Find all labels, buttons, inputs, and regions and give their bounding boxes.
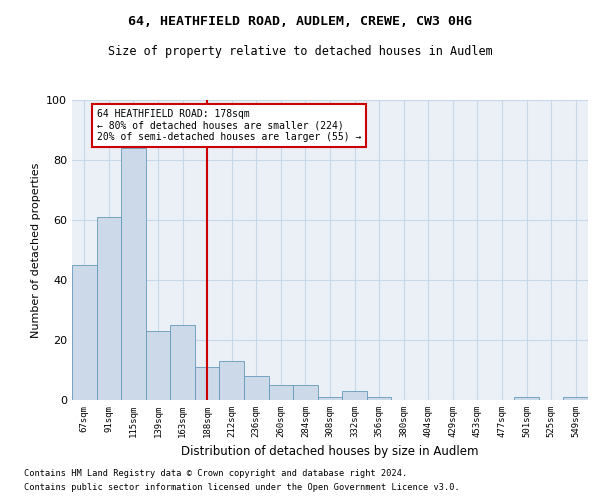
Bar [367, 397, 391, 400]
Bar [195, 367, 220, 400]
Bar [514, 397, 539, 400]
Text: 64, HEATHFIELD ROAD, AUDLEM, CREWE, CW3 0HG: 64, HEATHFIELD ROAD, AUDLEM, CREWE, CW3 … [128, 15, 472, 28]
Bar [563, 397, 588, 400]
Bar [220, 361, 244, 400]
Bar [97, 217, 121, 400]
Text: Contains public sector information licensed under the Open Government Licence v3: Contains public sector information licen… [24, 484, 460, 492]
Bar [244, 376, 269, 400]
Y-axis label: Number of detached properties: Number of detached properties [31, 162, 41, 338]
Text: 64 HEATHFIELD ROAD: 178sqm
← 80% of detached houses are smaller (224)
20% of sem: 64 HEATHFIELD ROAD: 178sqm ← 80% of deta… [97, 109, 361, 142]
Bar [293, 385, 318, 400]
Bar [318, 397, 342, 400]
Bar [121, 148, 146, 400]
Text: Size of property relative to detached houses in Audlem: Size of property relative to detached ho… [107, 45, 493, 58]
X-axis label: Distribution of detached houses by size in Audlem: Distribution of detached houses by size … [181, 446, 479, 458]
Bar [72, 265, 97, 400]
Bar [170, 325, 195, 400]
Bar [269, 385, 293, 400]
Bar [342, 391, 367, 400]
Bar [146, 331, 170, 400]
Text: Contains HM Land Registry data © Crown copyright and database right 2024.: Contains HM Land Registry data © Crown c… [24, 468, 407, 477]
